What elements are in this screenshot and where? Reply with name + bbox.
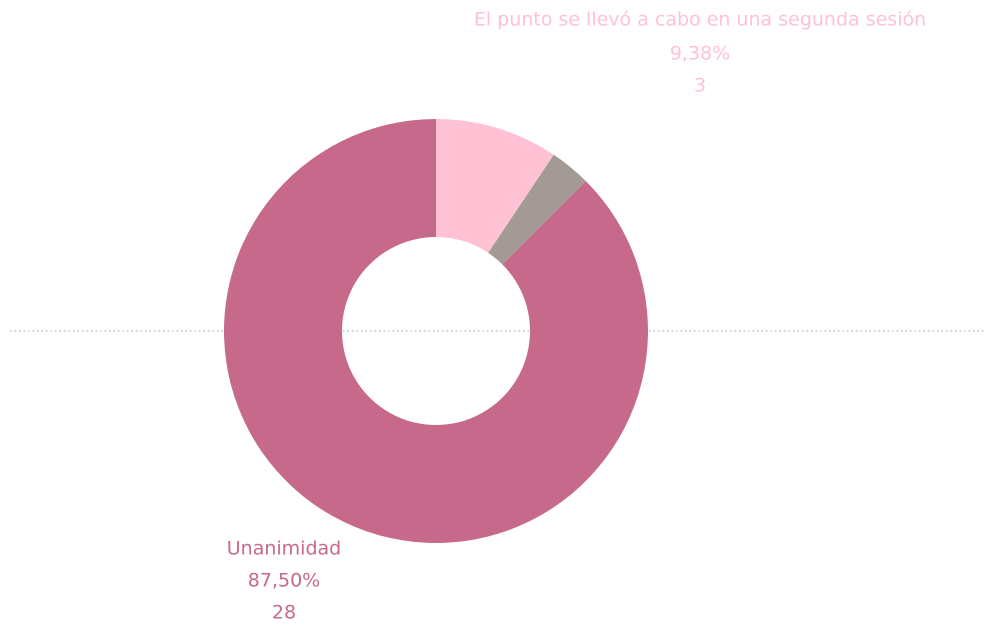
donut-slice [488,154,586,265]
slice-percentage: 87,50% [248,570,320,592]
slice-label: El punto se llevó a cabo en una segunda … [474,9,926,31]
slice-percentage: 9,38% [670,43,730,65]
slice-count: 28 [272,602,296,624]
slice-label: Unanimidad [227,538,341,560]
donut-slice [436,119,554,253]
slice-count: 3 [694,75,706,97]
donut-slice [223,119,649,543]
